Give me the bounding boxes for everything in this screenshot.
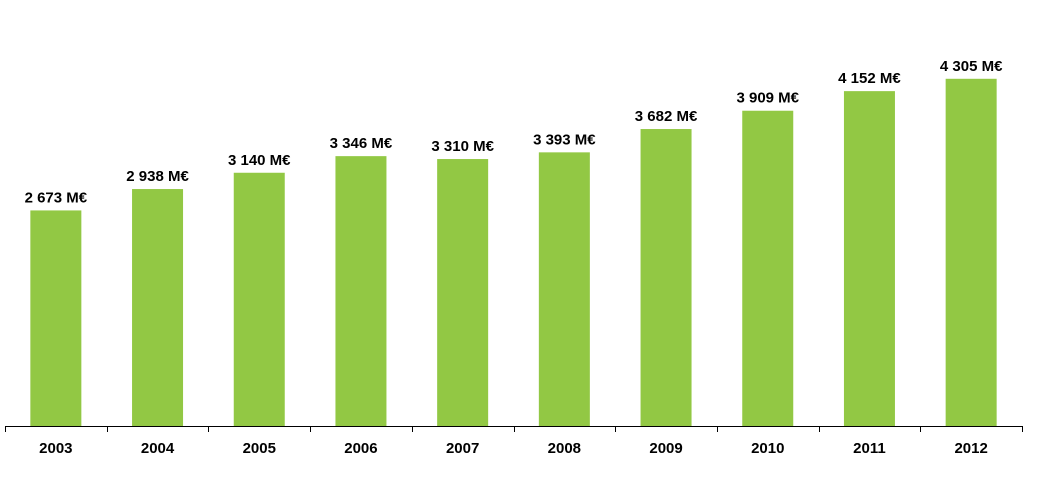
bar-2010: [742, 110, 794, 426]
data-label-2008: 3 393 M€: [533, 131, 596, 148]
x-tick-label-2012: 2012: [954, 440, 987, 457]
x-tick-label-2005: 2005: [243, 440, 276, 457]
x-tick-label-2009: 2009: [649, 440, 682, 457]
bar-2008: [538, 152, 590, 426]
data-label-2012: 4 305 M€: [940, 58, 1003, 75]
x-tick-label-2006: 2006: [344, 440, 377, 457]
data-label-2007: 3 310 M€: [431, 138, 494, 155]
bar-2009: [640, 129, 692, 426]
data-labels-layer: 2 673 M€ 2 938 M€ 3 140 M€ 3 346 M€ 3 310 M€…: [25, 58, 1003, 207]
data-label-2009: 3 682 M€: [635, 108, 698, 125]
bar-2007: [437, 159, 489, 426]
x-tick-label-2011: 2011: [853, 440, 886, 457]
data-label-2005: 3 140 M€: [228, 152, 291, 169]
x-tick-label-2007: 2007: [446, 440, 479, 457]
bars-layer: [30, 78, 997, 427]
data-label-2010: 3 909 M€: [736, 90, 799, 107]
x-tick-label-2004: 2004: [141, 440, 175, 457]
data-label-2006: 3 346 M€: [330, 135, 393, 152]
bar-2011: [843, 91, 895, 426]
data-label-2011: 4 152 M€: [838, 70, 901, 87]
bar-2003: [30, 210, 82, 426]
bar-2005: [233, 172, 285, 426]
bar-2006: [335, 156, 387, 427]
bar-2012: [945, 78, 997, 426]
x-axis-ticks: [5, 426, 1023, 432]
x-tick-label-2008: 2008: [548, 440, 581, 457]
x-tick-label-2010: 2010: [751, 440, 784, 457]
data-label-2004: 2 938 M€: [126, 168, 189, 185]
bar-2004: [132, 189, 184, 426]
x-tick-label-2003: 2003: [39, 440, 72, 457]
data-label-2003: 2 673 M€: [25, 189, 88, 206]
x-axis-tick-labels: 2003 2004 2005 2006 2007 2008 2009 2010 2011 2012: [39, 440, 988, 457]
